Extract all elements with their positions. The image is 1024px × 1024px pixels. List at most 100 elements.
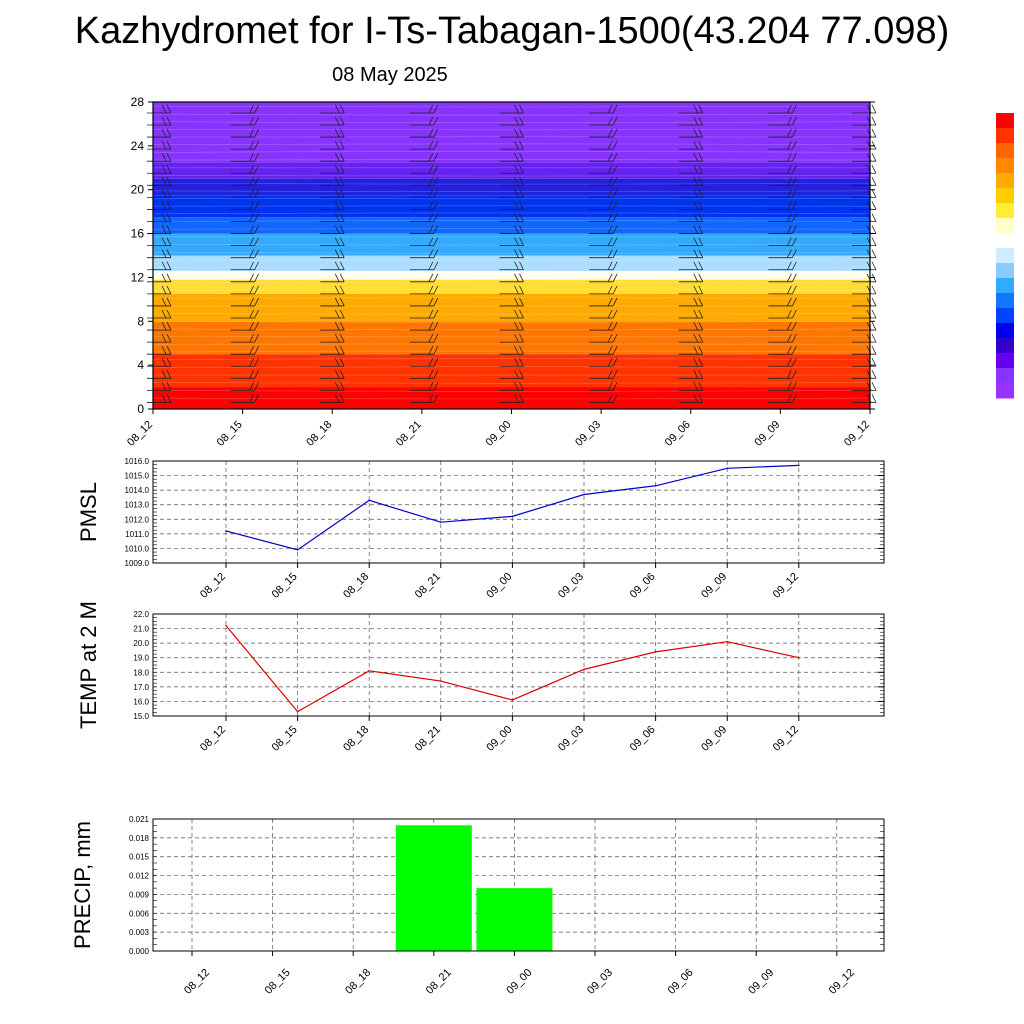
colorbar-segment: [996, 233, 1014, 249]
colorbar-segment: [996, 173, 1014, 189]
x-tick-label: 09_09: [746, 967, 776, 997]
wind-barb: [678, 213, 704, 222]
wind-barb: [320, 249, 345, 259]
y-tick-label: 8: [137, 314, 144, 328]
x-tick-label: 08_12: [198, 724, 228, 754]
wind-barb: [678, 104, 704, 114]
wind-barb: [230, 370, 259, 379]
x-tick-label: 09_03: [556, 571, 586, 601]
colorbar-segment: [996, 113, 1014, 129]
wind-barb: [409, 382, 439, 391]
y-tick-label: 4: [137, 358, 144, 372]
data-point: [511, 699, 514, 701]
wind-barb: [589, 225, 618, 234]
y-tick-label: 1010.0: [125, 544, 150, 553]
colorbar-segment: [996, 368, 1014, 384]
colorbar-segment: [996, 338, 1014, 354]
colorbar-segment: [996, 203, 1014, 219]
contour-line: [152, 350, 871, 353]
data-point: [583, 493, 585, 496]
wind-barb: [409, 153, 439, 162]
wind-barb: [147, 213, 172, 222]
x-tick-label: 09_06: [666, 967, 696, 997]
wind-barb: [409, 321, 439, 331]
wind-barb: [678, 273, 704, 283]
x-tick-label: 09_12: [842, 419, 872, 449]
wind-barb: [230, 177, 259, 186]
wind-barb: [678, 394, 704, 403]
y-tick-label: 0.018: [129, 834, 150, 843]
y-tick-label: 16.0: [133, 697, 149, 706]
y-tick-label: 20: [131, 183, 145, 197]
colorbar-segment: [996, 128, 1014, 144]
wind-barb: [230, 201, 259, 210]
wind-barb: [320, 165, 345, 174]
y-tick-label: 0.006: [129, 909, 150, 918]
colorbar-segment: [996, 293, 1014, 309]
data-point: [654, 651, 657, 653]
wind-barb: [589, 189, 618, 198]
y-tick-label: 19.0: [133, 654, 149, 663]
heatmap-band: [153, 217, 870, 234]
wind-barb: [499, 104, 524, 114]
wind-barb: [499, 153, 524, 162]
wind-barb: [589, 370, 618, 379]
x-tick-label: 09_12: [771, 571, 801, 601]
x-tick-label: 09_03: [573, 419, 603, 449]
wind-barb: [499, 370, 524, 379]
wind-barb: [589, 213, 618, 222]
x-tick-label: 08_21: [424, 967, 454, 997]
contour-line: [152, 297, 871, 299]
data-point: [225, 530, 227, 532]
heatmap-band: [153, 270, 870, 280]
wind-barb: [499, 261, 524, 271]
wind-barb: [409, 213, 439, 222]
x-tick-label: 08_18: [341, 571, 371, 601]
wind-barb: [768, 382, 797, 391]
wind-barb: [230, 273, 259, 283]
x-tick-label: 09_09: [699, 724, 729, 754]
wind-barb: [147, 153, 172, 162]
wind-barb: [147, 321, 172, 331]
wind-barb: [409, 297, 439, 307]
wind-barb: [230, 140, 259, 150]
wind-barb: [768, 333, 797, 343]
wind-barb: [147, 285, 172, 295]
colorbar-segment: [996, 158, 1014, 174]
wind-barb: [678, 140, 704, 150]
wind-barb: [409, 104, 439, 114]
wind-barb: [409, 285, 439, 295]
wind-barb: [230, 285, 259, 295]
wind-barb: [409, 140, 439, 150]
contour-line: [152, 212, 871, 215]
x-tick-label: 08_18: [343, 967, 373, 997]
x-tick-label: 09_03: [585, 967, 615, 997]
wind-barb: [499, 358, 524, 367]
wind-barb: [230, 237, 259, 247]
wind-barb: [147, 261, 172, 271]
wind-barb: [589, 333, 618, 343]
wind-barb: [147, 346, 172, 355]
wind-barb: [499, 249, 524, 259]
x-tick-label: 08_15: [270, 571, 300, 601]
y-tick-label: 18.0: [133, 668, 149, 677]
x-tick-label: 09_00: [484, 571, 514, 601]
wind-barb: [409, 249, 439, 259]
wind-barb: [589, 273, 618, 283]
wind-barb: [230, 165, 259, 174]
wind-barb: [320, 189, 345, 198]
heatmap-band: [153, 255, 870, 271]
colorbar-segment: [996, 308, 1014, 324]
wind-barb: [678, 225, 704, 234]
wind-barb: [230, 225, 259, 234]
heatmap-band: [153, 233, 870, 256]
wind-barb: [147, 297, 172, 307]
chart-title: Kazhydromet for I-Ts-Tabagan-1500(43.204…: [74, 10, 950, 52]
wind-barb: [320, 370, 345, 379]
y-tick-label: 0.009: [129, 890, 150, 899]
wind-barb: [678, 358, 704, 367]
y-tick-label: 1016.0: [125, 457, 150, 466]
wind-barb: [409, 346, 439, 355]
colorbar-segment: [996, 353, 1014, 369]
wind-barb: [230, 321, 259, 331]
